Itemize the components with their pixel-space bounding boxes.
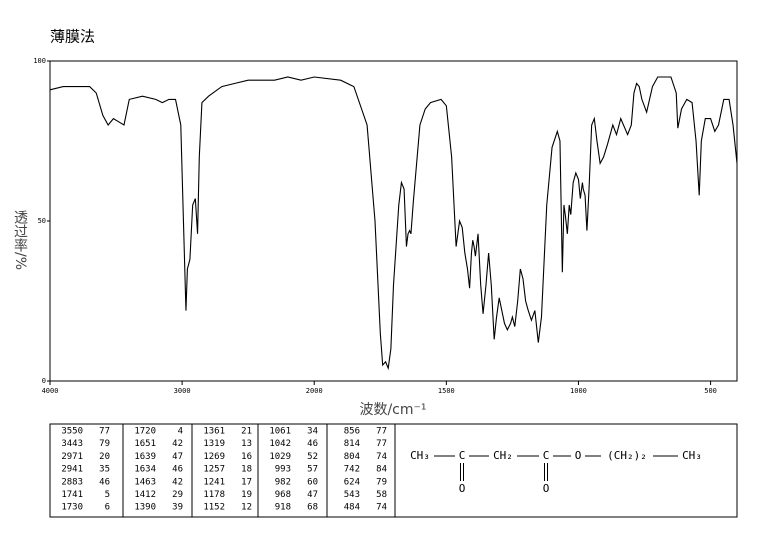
wavenumber-cell: 918 — [275, 503, 291, 513]
transmittance-cell: 35 — [99, 465, 110, 475]
spectrum-line — [49, 76, 738, 371]
transmittance-cell: 42 — [172, 477, 183, 487]
transmittance-cell: 4 — [178, 427, 183, 437]
wavenumber-cell: 2941 — [61, 465, 83, 475]
transmittance-cell: 20 — [99, 452, 110, 462]
y-tick-label: 0 — [42, 377, 46, 385]
transmittance-cell: 74 — [376, 503, 387, 513]
wavenumber-cell: 1029 — [269, 452, 291, 462]
wavenumber-cell: 982 — [275, 477, 291, 487]
wavenumber-cell: 1269 — [203, 452, 225, 462]
transmittance-cell: 46 — [172, 465, 183, 475]
wavenumber-cell: 3443 — [61, 439, 83, 449]
chart-title: 薄膜法 — [50, 28, 95, 46]
transmittance-cell: 5 — [105, 490, 110, 500]
y-tick-label: 100 — [33, 57, 46, 65]
wavenumber-cell: 3550 — [61, 427, 83, 437]
transmittance-cell: 60 — [307, 477, 318, 487]
transmittance-cell: 68 — [307, 503, 318, 513]
transmittance-cell: 17 — [241, 477, 252, 487]
wavenumber-cell: 2971 — [61, 452, 83, 462]
y-axis-label: 透过率/% — [12, 210, 28, 270]
wavenumber-cell: 624 — [344, 477, 360, 487]
transmittance-cell: 13 — [241, 439, 252, 449]
transmittance-cell: 52 — [307, 452, 318, 462]
formula-group: (CH₂)₂ — [607, 449, 647, 462]
transmittance-cell: 34 — [307, 427, 318, 437]
wavenumber-cell: 1390 — [134, 503, 156, 513]
wavenumber-cell: 1741 — [61, 490, 83, 500]
formula-group: CH₃ — [410, 449, 430, 462]
wavenumber-cell: 1651 — [134, 439, 156, 449]
table-frame — [49, 423, 738, 518]
wavenumber-cell: 1241 — [203, 477, 225, 487]
transmittance-cell: 18 — [241, 465, 252, 475]
wavenumber-cell: 543 — [344, 490, 360, 500]
wavenumber-cell: 1720 — [134, 427, 156, 437]
wavenumber-cell: 1639 — [134, 452, 156, 462]
wavenumber-cell: 2883 — [61, 477, 83, 487]
transmittance-cell: 58 — [376, 490, 387, 500]
wavenumber-cell: 1412 — [134, 490, 156, 500]
formula-group: CH₂ — [493, 449, 513, 462]
wavenumber-cell: 968 — [275, 490, 291, 500]
wavenumber-cell: 742 — [344, 465, 360, 475]
formula-group: CH₃ — [682, 449, 702, 462]
transmittance-cell: 21 — [241, 427, 252, 437]
carbonyl-oxygen: O — [543, 482, 550, 495]
carbonyl-oxygen: O — [459, 482, 466, 495]
wavenumber-cell: 484 — [344, 503, 360, 513]
transmittance-cell: 77 — [99, 427, 110, 437]
transmittance-cell: 46 — [307, 439, 318, 449]
transmittance-cell: 42 — [172, 439, 183, 449]
x-tick-label: 1500 — [438, 387, 455, 395]
y-tick-label: 50 — [38, 217, 46, 225]
formula-group: C — [459, 449, 466, 462]
wavenumber-cell: 1257 — [203, 465, 225, 475]
wavenumber-cell: 1463 — [134, 477, 156, 487]
wavenumber-cell: 814 — [344, 439, 360, 449]
x-tick-label: 2000 — [306, 387, 323, 395]
transmittance-cell: 47 — [307, 490, 318, 500]
wavenumber-cell: 1361 — [203, 427, 225, 437]
wavenumber-cell: 1061 — [269, 427, 291, 437]
transmittance-cell: 16 — [241, 452, 252, 462]
x-tick-label: 3000 — [174, 387, 191, 395]
transmittance-cell: 47 — [172, 452, 183, 462]
transmittance-cell: 6 — [105, 503, 110, 513]
wavenumber-cell: 1634 — [134, 465, 156, 475]
wavenumber-cell: 1730 — [61, 503, 83, 513]
wavenumber-cell: 993 — [275, 465, 291, 475]
transmittance-cell: 57 — [307, 465, 318, 475]
transmittance-cell: 19 — [241, 490, 252, 500]
transmittance-cell: 12 — [241, 503, 252, 513]
formula-group: O — [575, 449, 582, 462]
transmittance-cell: 39 — [172, 503, 183, 513]
transmittance-cell: 79 — [376, 477, 387, 487]
transmittance-cell: 79 — [99, 439, 110, 449]
wavenumber-cell: 1042 — [269, 439, 291, 449]
transmittance-cell: 84 — [376, 465, 387, 475]
wavenumber-cell: 1178 — [203, 490, 225, 500]
x-axis-label: 波数/cm⁻¹ — [359, 402, 426, 418]
transmittance-cell: 74 — [376, 452, 387, 462]
wavenumber-cell: 856 — [344, 427, 360, 437]
formula-group: C — [543, 449, 550, 462]
x-tick-label: 1000 — [570, 387, 587, 395]
wavenumber-cell: 1319 — [203, 439, 225, 449]
x-tick-label: 500 — [704, 387, 717, 395]
transmittance-cell: 77 — [376, 439, 387, 449]
x-tick-label: 4000 — [42, 387, 59, 395]
transmittance-cell: 46 — [99, 477, 110, 487]
wavenumber-cell: 804 — [344, 452, 360, 462]
transmittance-cell: 77 — [376, 427, 387, 437]
transmittance-cell: 29 — [172, 490, 183, 500]
wavenumber-cell: 1152 — [203, 503, 225, 513]
plot-frame — [49, 60, 738, 382]
